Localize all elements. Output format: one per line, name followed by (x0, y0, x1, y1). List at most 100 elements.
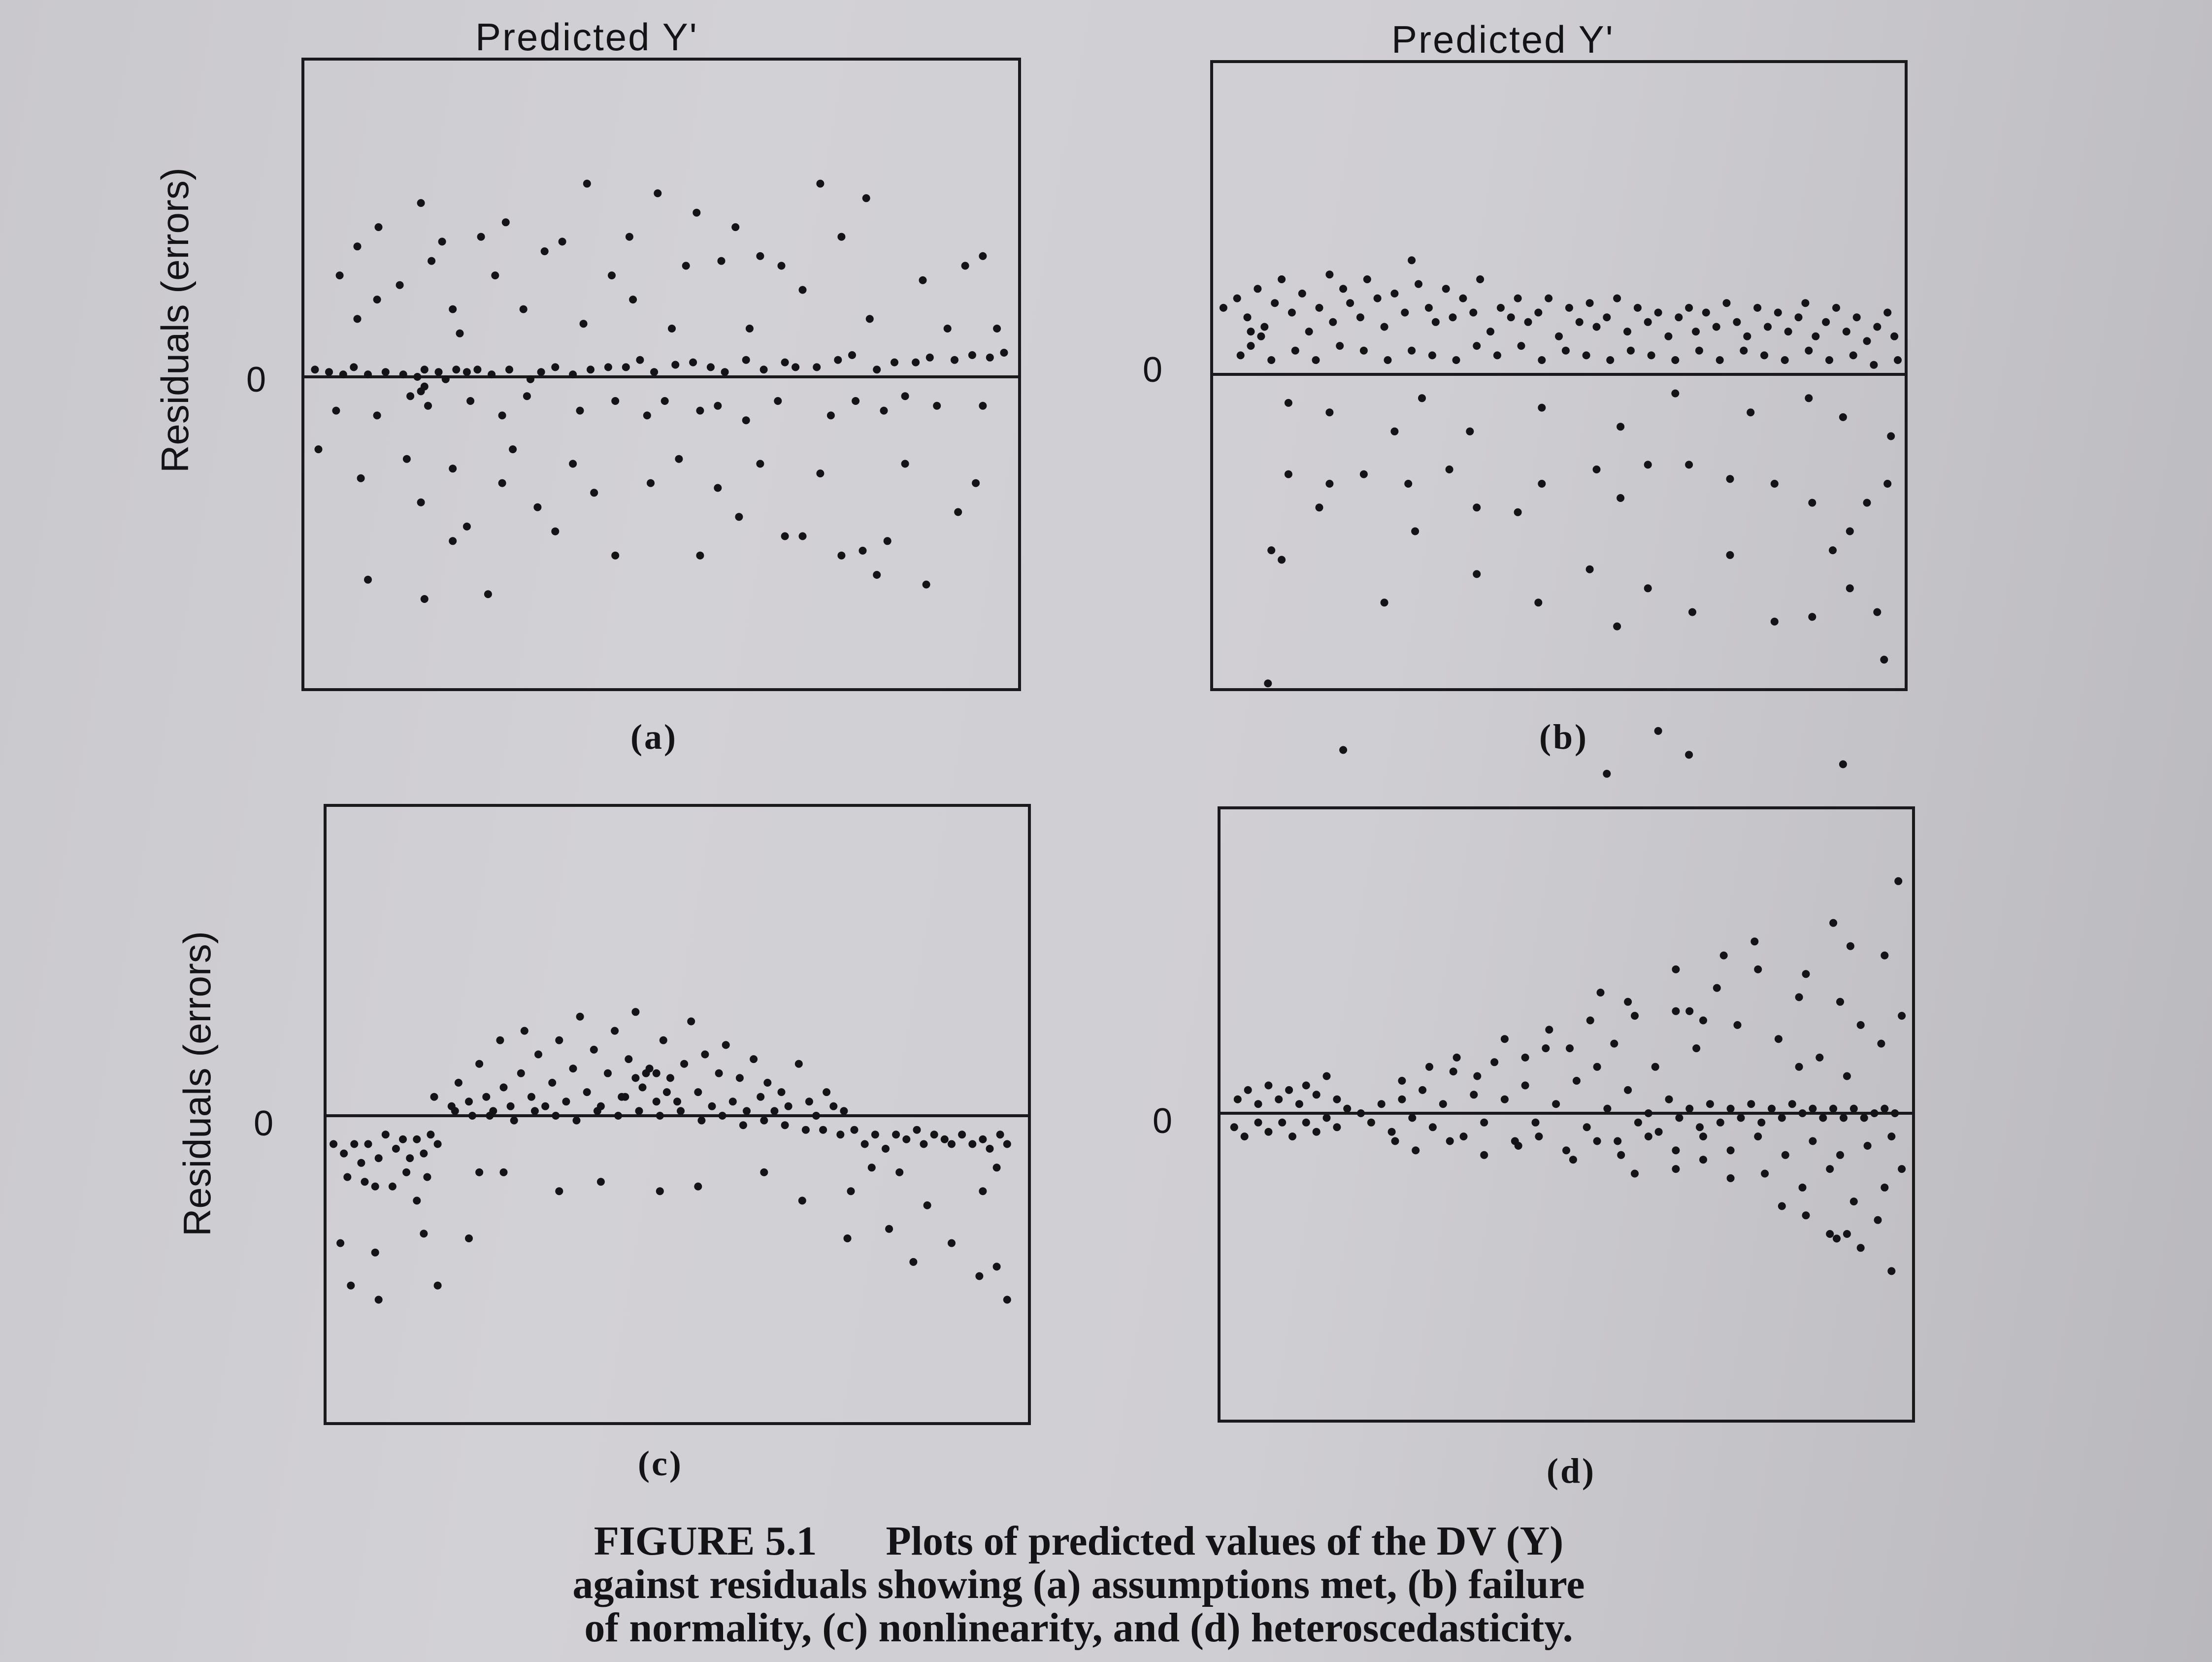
panel-label-c: (c) (638, 1444, 683, 1483)
panel-b-data-point (1267, 546, 1276, 555)
panel-a-data-point (961, 262, 969, 270)
panel-d-data-point (1617, 1151, 1625, 1159)
panel-c-data-point (757, 1093, 765, 1101)
panel-c-data-point (895, 1168, 904, 1176)
panel-a-data-point (509, 445, 517, 454)
panel-b-data-point (1565, 303, 1573, 312)
panel-c-data-point (388, 1182, 396, 1191)
panel-b-data-point (1315, 503, 1323, 512)
panel-a-data-point (420, 382, 429, 391)
panel-a-data-point (381, 368, 390, 376)
panel-a-data-point (777, 262, 786, 270)
panel-c-data-point (860, 1140, 869, 1148)
panel-b-data-point (1312, 356, 1320, 364)
panel-c-data-point (399, 1135, 407, 1143)
panel-b-data-point (1842, 328, 1850, 336)
panel-b-data-point (1408, 256, 1416, 265)
panel-a-data-point (396, 281, 404, 289)
panel-c-data-point (499, 1083, 508, 1092)
panel-a-data-point (848, 351, 856, 359)
panel-a-data-point (428, 257, 436, 265)
panel-b-data-point (1247, 328, 1255, 336)
panel-c-data-point (805, 1097, 813, 1106)
panel-a-data-point (647, 479, 655, 487)
panel-d-data-point (1333, 1095, 1341, 1103)
panel-a-data-point (682, 262, 690, 270)
panel-d-data-point (1836, 997, 1844, 1006)
panel-d-data-point (1846, 942, 1854, 950)
panel-b-data-point (1466, 427, 1474, 435)
panel-d-data-point (1473, 1072, 1482, 1080)
panel-b-data-point (1870, 361, 1878, 369)
panel-c-data-point (621, 1093, 629, 1101)
panel-a-data-point (477, 233, 485, 241)
panel-b-data-point (1633, 303, 1642, 312)
panel-c-data-point (652, 1097, 660, 1106)
panel-b-data-point (1582, 351, 1590, 360)
panel-d-data-point (1795, 1063, 1803, 1071)
panel-a-data-point (919, 276, 927, 284)
panel-d-data-point (1672, 1007, 1680, 1015)
panel-b-data-point (1473, 570, 1481, 578)
panel-c-data-point (642, 1069, 650, 1077)
panel-c-data-point (718, 1112, 726, 1120)
panel-d-data-point (1593, 1137, 1601, 1145)
panel-c-data-point (635, 1107, 643, 1115)
panel-a-data-point (706, 363, 715, 371)
panel-a-data-point (441, 375, 450, 383)
panel-d-data-point (1699, 1132, 1707, 1141)
panel-c-data-point (968, 1140, 977, 1148)
panel-d-data-point (1802, 1211, 1810, 1220)
panel-d-data-point (1412, 1146, 1420, 1155)
panel-a-data-point (373, 296, 381, 304)
panel-d-data-point (1672, 1146, 1680, 1155)
panel-b-data-point (1380, 598, 1388, 607)
panel-a-data-point (420, 366, 429, 374)
panel-a-data-point (505, 366, 513, 374)
panel-d-data-point (1898, 1165, 1906, 1173)
panel-d-data-point (1798, 1109, 1807, 1117)
panel-c-data-point (992, 1163, 1001, 1172)
panel-c-data-point (555, 1036, 563, 1044)
panel-d-data-point (1856, 1021, 1865, 1029)
panel-a-data-point (417, 498, 425, 506)
panel-a-data-point (373, 411, 381, 420)
panel-a-data-point (759, 366, 768, 374)
panel-a-data-point (636, 356, 644, 364)
panel-c-data-point (381, 1130, 390, 1139)
panel-b-data-point (1390, 289, 1399, 298)
panel-c-data-point (882, 1145, 890, 1153)
panel-c-data-point (593, 1107, 601, 1115)
panel-a-data-point (519, 305, 528, 313)
plot-b (1210, 60, 1908, 778)
panel-d-data-point (1631, 1169, 1639, 1178)
panel-b-data-point (1894, 356, 1902, 364)
panel-d-data-point (1713, 984, 1721, 992)
panel-c-data-point (357, 1159, 365, 1167)
panel-c-data-point (750, 1055, 758, 1064)
panel-d-data-point (1391, 1137, 1399, 1145)
panel-d-data-point (1891, 1109, 1899, 1117)
panel-a-data-point (311, 366, 319, 374)
panel-b-data-point (1805, 346, 1813, 355)
panel-d-data-point (1428, 1123, 1437, 1131)
plot-d (1218, 806, 1915, 1423)
panel-d-data-point (1672, 965, 1680, 973)
panel-c-data-point (902, 1135, 911, 1143)
panel-b-data-point (1404, 480, 1413, 488)
panel-c-data-point (631, 1074, 640, 1082)
panel-b-data-point (1305, 328, 1313, 336)
zero-tick-a: 0 (246, 360, 266, 399)
panel-b-data-point (1883, 308, 1892, 317)
panel-a-data-point (456, 329, 464, 337)
panel-d-data-point (1768, 1104, 1776, 1113)
panel-b-data-point (1315, 303, 1323, 312)
panel-d-data-point (1419, 1086, 1427, 1094)
panel-a: Predicted Y' Residuals (errors) 0 (a) (153, 15, 1021, 768)
figure-number: FIGURE 5.1 (594, 1518, 817, 1564)
panel-a-data-point (551, 527, 560, 535)
panel-d-data-point (1840, 1114, 1848, 1122)
panel-b-data-point (1473, 503, 1481, 512)
panel-a-data-point (399, 370, 407, 379)
caption-line-1: FIGURE 5.1 Plots of predicted values of t… (163, 1520, 1995, 1563)
